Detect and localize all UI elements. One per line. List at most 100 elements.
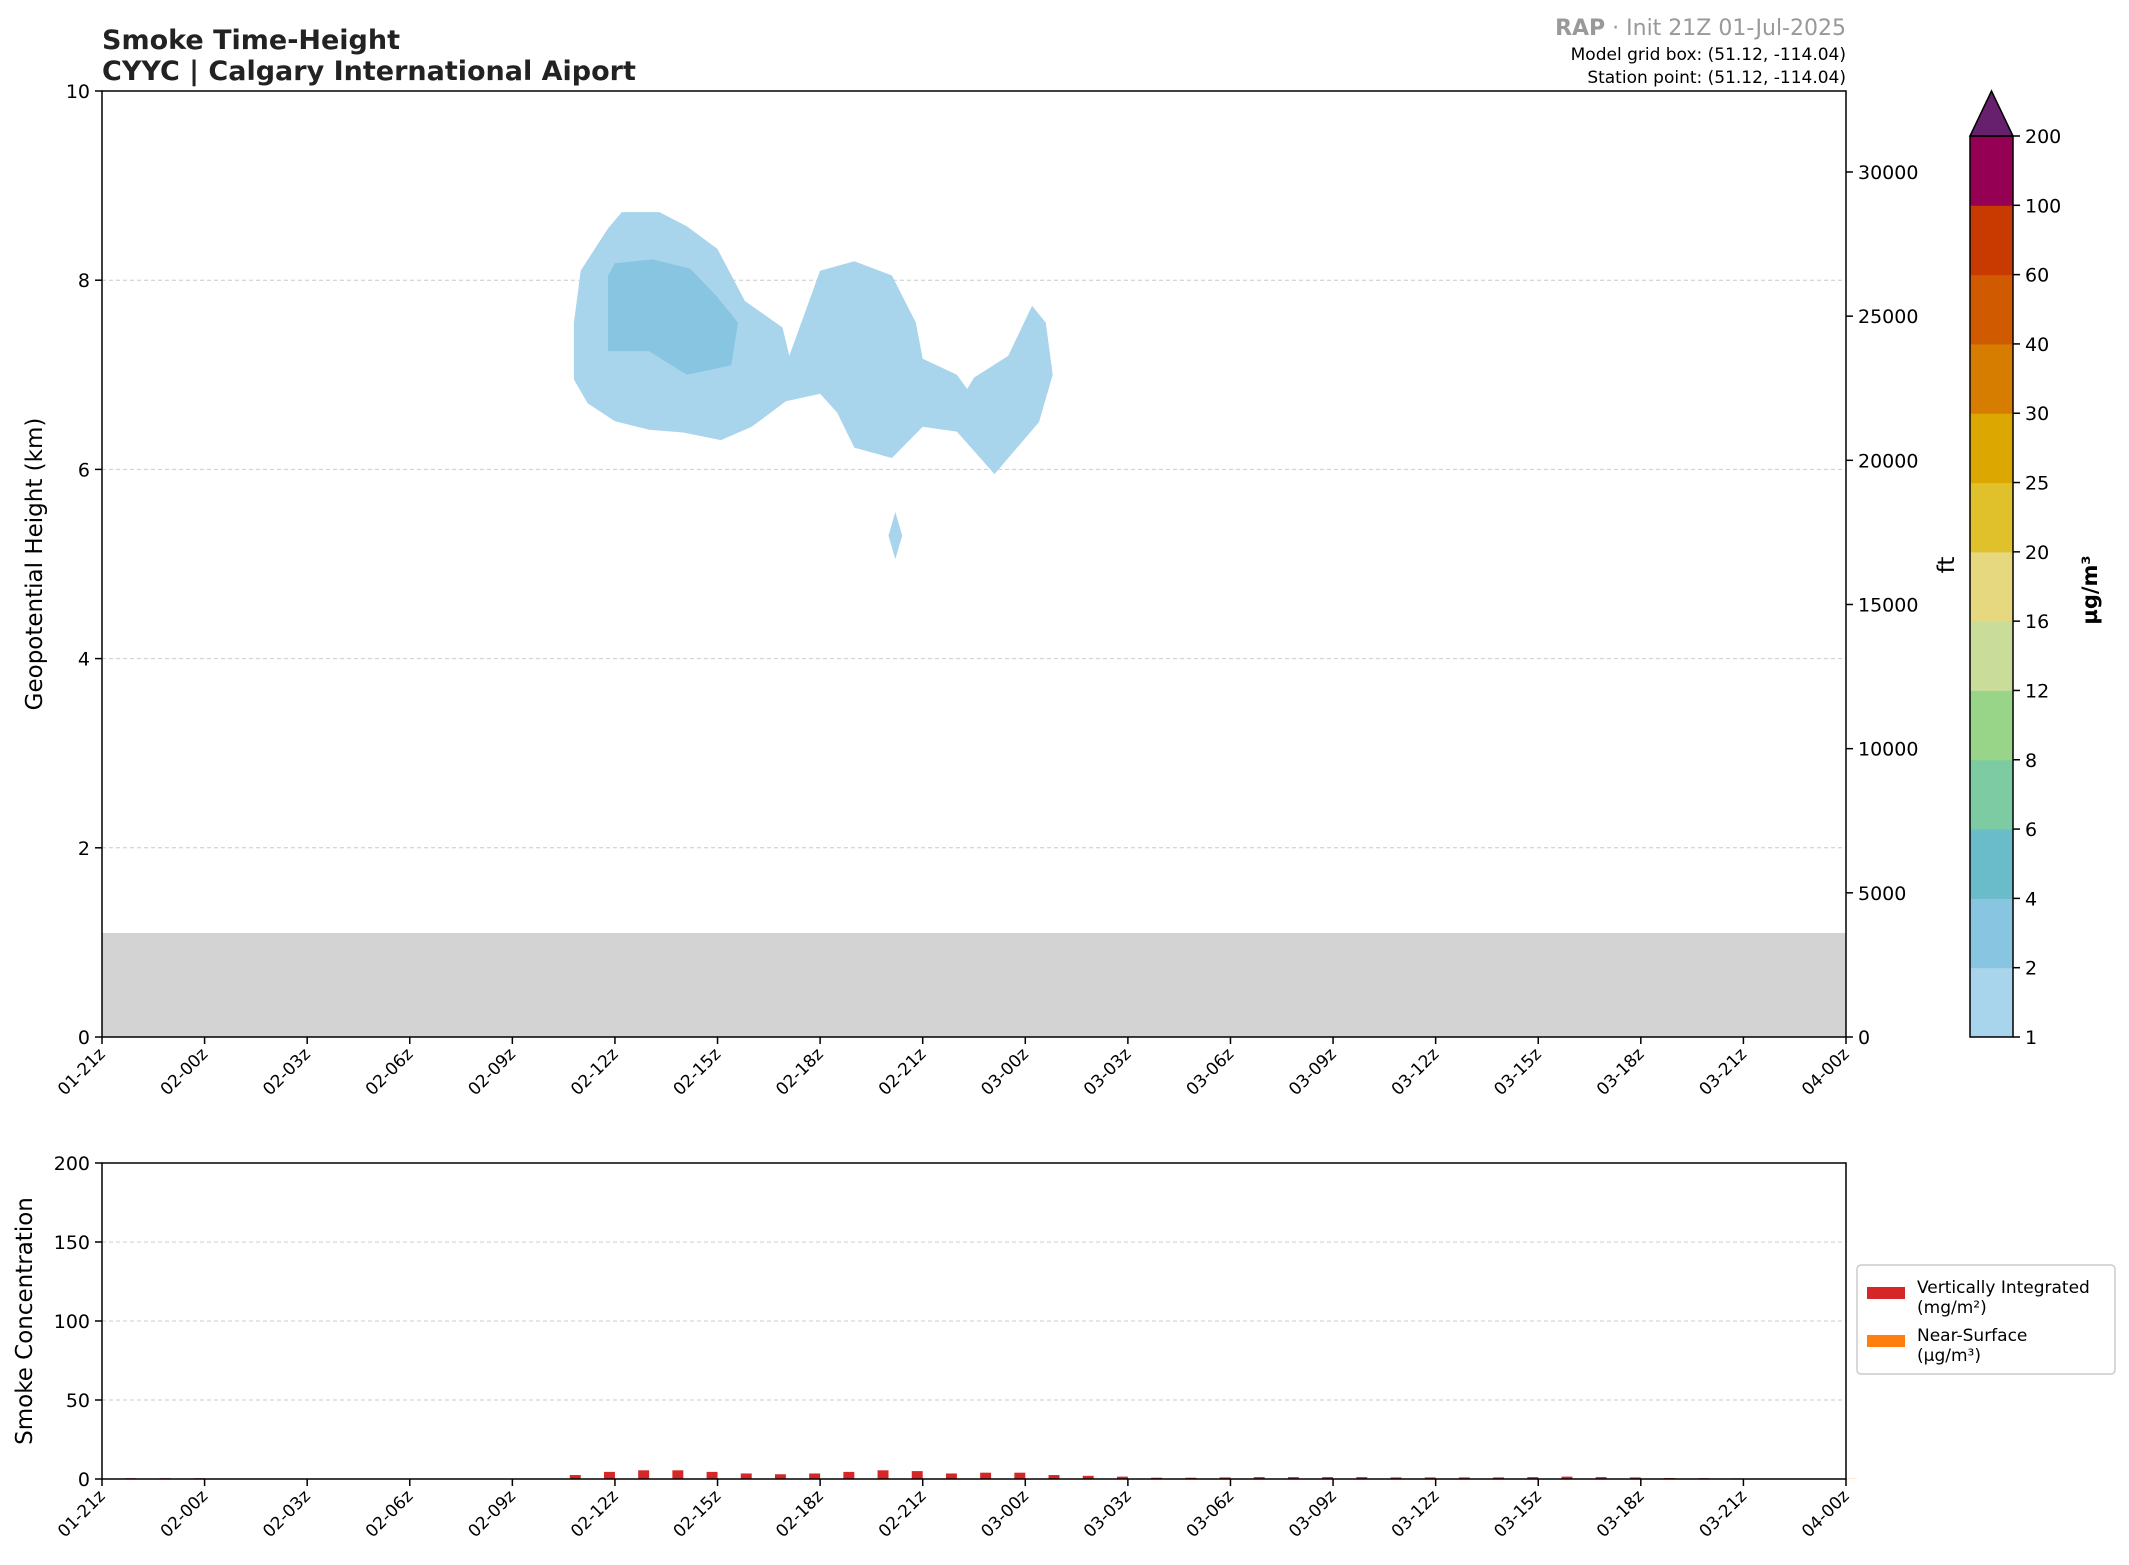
bottom-x-tick-label: 02-09z [465, 1486, 520, 1541]
bottom-x-tick-label: 03-09z [1285, 1486, 1340, 1541]
colorbar-segment [1970, 343, 2013, 414]
integrated-bar [672, 1470, 684, 1479]
smoke-contour-level-1 [888, 512, 903, 560]
top-y2-tick-label: 25000 [1858, 306, 1918, 328]
smoke-bar-panel: 0 50 100 150 200 01-21z 02-00z 02-03z 02-06z 02-… [12, 1153, 1857, 1542]
integrated-bar [740, 1473, 752, 1479]
colorbar-tick-label: 1 [2025, 1027, 2037, 1049]
top-x-tick-label: 02-18z [772, 1044, 827, 1099]
chart-title: Smoke Time-Height [102, 25, 400, 56]
top-x-tick-label: 04-00z [1798, 1044, 1853, 1099]
bottom-y-tick-label: 150 [54, 1232, 90, 1254]
bottom-x-tick-label: 03-18z [1593, 1486, 1648, 1541]
smoke-bars [125, 1470, 1857, 1479]
integrated-bar [1253, 1477, 1265, 1479]
bottom-x-tick-label: 03-03z [1080, 1486, 1135, 1541]
bottom-x-tick-label: 03-15z [1490, 1486, 1545, 1541]
colorbar-segment [1970, 898, 2013, 969]
terrain-band [102, 932, 1846, 1037]
integrated-bar [603, 1471, 615, 1479]
top-x-tick-label: 02-06z [362, 1044, 417, 1099]
integrated-bar [569, 1475, 581, 1479]
top-y2-tick-label: 20000 [1858, 450, 1918, 472]
top-x-tick-label: 03-03z [1080, 1044, 1135, 1099]
integrated-bar [843, 1471, 855, 1479]
bottom-x-tick-label: 02-15z [670, 1486, 725, 1541]
colorbar-segment [1970, 967, 2013, 1038]
init-time: · Init 21Z 01-Jul-2025 [1605, 16, 1846, 41]
top-x-tick-label: 02-09z [465, 1044, 520, 1099]
bottom-x-tick-label: 02-06z [362, 1486, 417, 1541]
legend-swatch-near-surface [1867, 1335, 1905, 1347]
colorbar-tick-label: 60 [2025, 265, 2049, 287]
integrated-bar [1356, 1477, 1368, 1479]
colorbar-tick-label: 40 [2025, 334, 2049, 356]
top-y-tick-label: 6 [78, 459, 90, 481]
integrated-bar [1048, 1475, 1060, 1479]
colorbar-tick-label: 2 [2025, 958, 2037, 980]
top-y2-tick-label: 5000 [1858, 883, 1906, 905]
top-x-tick-label: 03-15z [1490, 1044, 1545, 1099]
top-y-axis: 0 2 4 6 8 10 [66, 81, 102, 1049]
legend-swatch-integrated [1867, 1287, 1905, 1299]
bottom-x-tick-label: 02-21z [875, 1486, 930, 1541]
top-x-tick-label: 03-09z [1285, 1044, 1340, 1099]
bottom-x-tick-label: 02-03z [259, 1486, 314, 1541]
colorbar-tick-label: 100 [2025, 195, 2061, 217]
model-grid-box: Model grid box: (51.12, -114.04) [1571, 45, 1846, 65]
colorbar-tick-label: 25 [2025, 473, 2049, 495]
legend-entry-label: (mg/m²) [1917, 1298, 1987, 1318]
colorbar-segment [1970, 690, 2013, 761]
bottom-y-axis-label: Smoke Concentration [12, 1197, 38, 1445]
integrated-bar [774, 1474, 786, 1479]
colorbar-segment [1970, 621, 2013, 691]
bottom-x-tick-label: 04-00z [1798, 1486, 1853, 1541]
colorbar-frame [1969, 135, 2014, 1038]
bottom-x-tick-label: 01-21z [54, 1486, 109, 1541]
top-x-tick-label: 02-12z [567, 1044, 622, 1099]
bottom-gridlines [102, 1241, 1846, 1401]
top-x-tick-label: 03-12z [1388, 1044, 1443, 1099]
bottom-y-tick-label: 50 [66, 1390, 90, 1412]
integrated-bar [1322, 1477, 1334, 1479]
bottom-y-tick-label: 200 [54, 1153, 90, 1175]
legend-entry-label: Near-Surface [1917, 1326, 2027, 1346]
colorbar-tick-label: 12 [2025, 680, 2049, 702]
top-y-tick-label: 10 [66, 81, 90, 103]
integrated-bar [1629, 1477, 1641, 1479]
colorbar-extend-triangle [1968, 89, 2015, 137]
integrated-bar [945, 1473, 957, 1479]
colorbar-segment [1970, 136, 2013, 206]
bottom-x-tick-label: 03-21z [1696, 1486, 1751, 1541]
integrated-bar [1082, 1475, 1094, 1479]
colorbar-segment [1970, 205, 2013, 276]
colorbar-tick-label: 30 [2025, 403, 2049, 425]
bottom-y-tick-label: 100 [54, 1311, 90, 1333]
top-plot-frame [101, 90, 1847, 1038]
top-y-tick-label: 4 [78, 649, 90, 671]
bottom-x-tick-label: 02-18z [772, 1486, 827, 1541]
top-y2-tick-label: 15000 [1858, 594, 1918, 616]
integrated-bar [1493, 1477, 1505, 1479]
integrated-bar [1014, 1472, 1026, 1479]
integrated-bar [1390, 1477, 1402, 1479]
top-y2-tick-label: 30000 [1858, 162, 1918, 184]
legend-box [1856, 1264, 2116, 1375]
top-y2-tick-label: 10000 [1858, 739, 1918, 761]
top-x-tick-label: 03-18z [1593, 1044, 1648, 1099]
integrated-bar [809, 1473, 821, 1479]
colorbar-tick-label: 4 [2025, 888, 2037, 910]
top-x-tick-label: 03-06z [1183, 1044, 1238, 1099]
integrated-bar [1527, 1477, 1539, 1479]
top-y2-tick-label: 0 [1858, 1027, 1870, 1049]
legend-entry-label: Vertically Integrated [1917, 1278, 2090, 1298]
integrated-bar [1116, 1476, 1128, 1479]
bottom-x-tick-label: 03-12z [1388, 1486, 1443, 1541]
integrated-bar [1595, 1477, 1607, 1479]
bottom-x-tick-label: 02-12z [567, 1486, 622, 1541]
top-x-tick-label: 02-21z [875, 1044, 930, 1099]
colorbar-tick-label: 16 [2025, 611, 2049, 633]
colorbar-segment [1970, 482, 2013, 553]
bottom-y-axis: 0 50 100 150 200 [54, 1153, 102, 1491]
top-y-tick-label: 8 [78, 270, 90, 292]
